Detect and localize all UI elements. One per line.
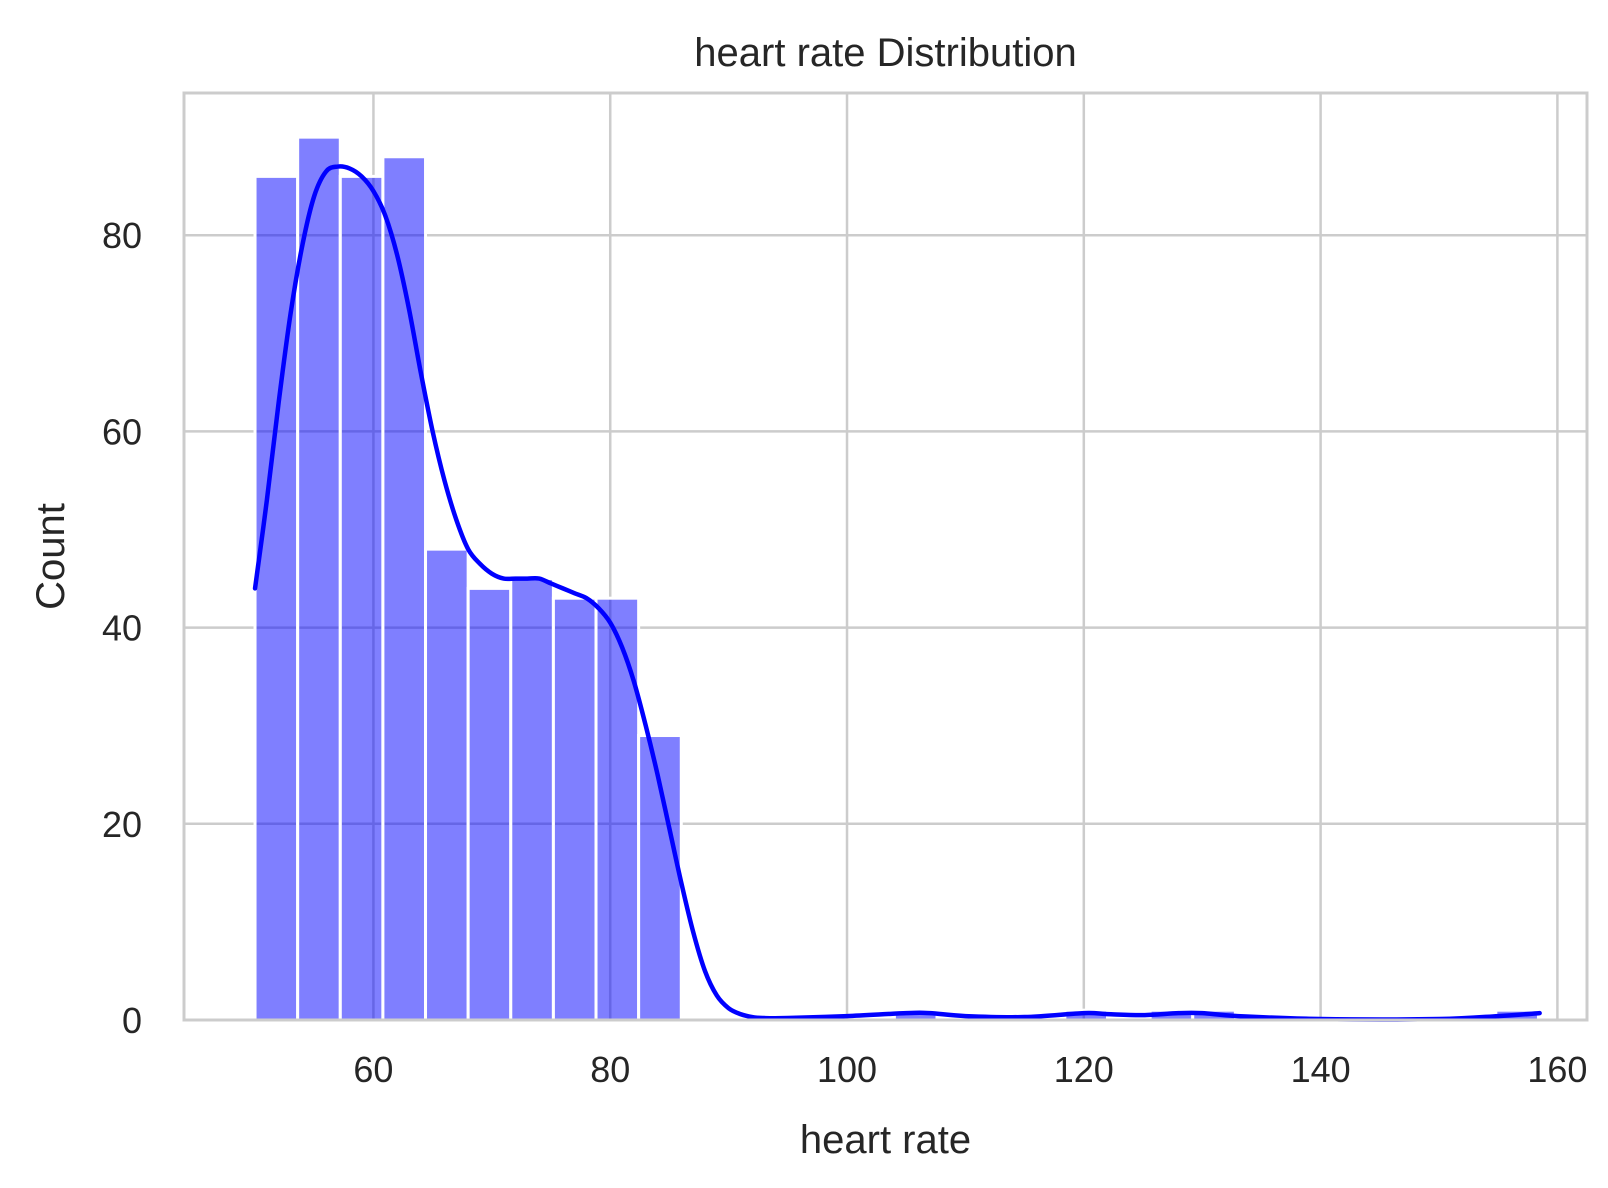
y-tick-label: 60 [102,411,142,452]
x-tick-label: 100 [817,1049,877,1090]
y-axis-label: Count [29,503,73,610]
x-tick-label: 160 [1527,1049,1587,1090]
x-tick-label: 120 [1054,1049,1114,1090]
y-tick-label: 0 [122,1000,142,1041]
histogram-bar [468,588,511,1020]
histogram-bar [553,598,596,1020]
x-axis-label: heart rate [800,1118,971,1162]
histogram-bar [298,137,341,1020]
chart-title: heart rate Distribution [694,31,1076,75]
y-tick-label: 80 [102,215,142,256]
histogram-bar [511,579,554,1020]
histogram-bar [426,549,469,1020]
x-tick-label: 80 [590,1049,630,1090]
x-tick-label: 140 [1291,1049,1351,1090]
y-tick-label: 20 [102,804,142,845]
histogram-bar [596,598,639,1020]
x-tick-label: 60 [353,1049,393,1090]
histogram-bar [340,176,383,1020]
y-tick-label: 40 [102,608,142,649]
